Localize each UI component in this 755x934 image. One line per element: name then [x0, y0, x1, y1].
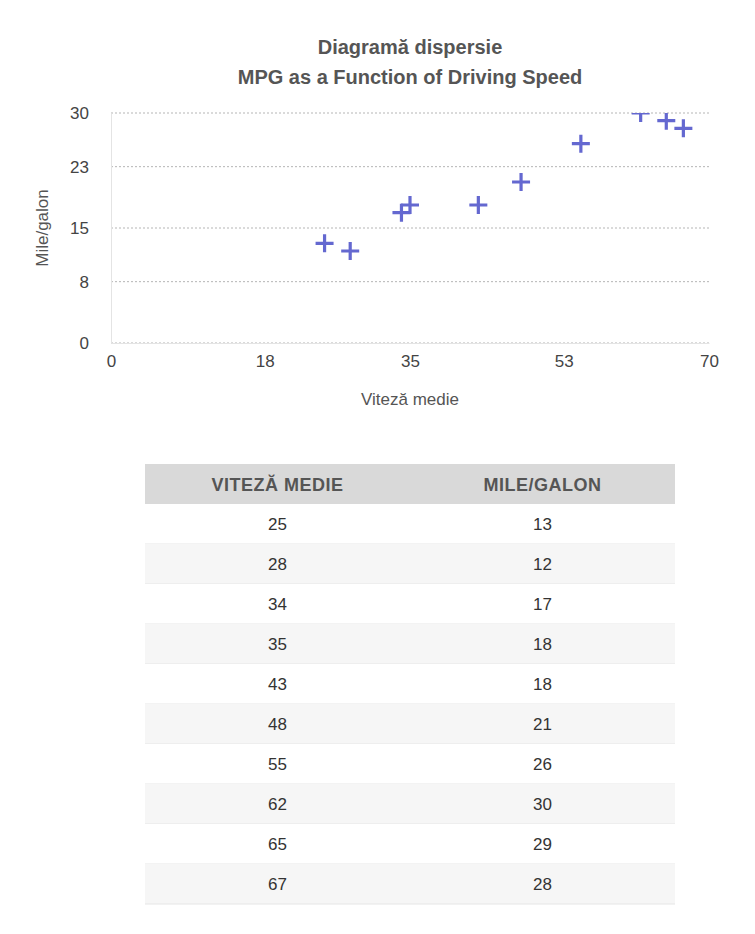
- grid-line: [111, 228, 709, 229]
- table-row-bg: [145, 584, 675, 624]
- y-tick: 0: [80, 334, 111, 353]
- table-cell: 12: [533, 555, 552, 574]
- point: [512, 173, 530, 191]
- x-tick-label: 53: [555, 352, 574, 371]
- table-cell: 26: [533, 755, 552, 774]
- table-cell: 13: [533, 515, 552, 534]
- table-cell: 28: [268, 555, 287, 574]
- grid-line: [111, 113, 709, 114]
- page: Diagramă dispersie MPG as a Function of D…: [0, 0, 755, 934]
- y-tick-label: 0: [80, 334, 89, 353]
- point: [341, 242, 359, 260]
- point: [469, 196, 487, 214]
- y-tick-label: 23: [70, 158, 89, 177]
- y-tick: 30: [70, 104, 111, 123]
- x-tick: 0: [107, 343, 116, 371]
- point: [632, 113, 650, 122]
- table-cell: 21: [533, 715, 552, 734]
- x-tick: 70: [700, 343, 719, 371]
- table-cell: 65: [268, 835, 287, 854]
- table-cell: 18: [533, 675, 552, 694]
- y-tick-label: 15: [70, 219, 89, 238]
- table-cell: 35: [268, 635, 287, 654]
- table-row-bg: [145, 704, 675, 744]
- table-header-cell: MILE/GALON: [484, 475, 602, 495]
- table-row-bg: [145, 744, 675, 784]
- x-tick: 35: [401, 343, 420, 371]
- x-tick-label: 0: [107, 352, 116, 371]
- table-row-bg: [145, 544, 675, 584]
- grid: [111, 113, 709, 343]
- points: [316, 113, 693, 260]
- table-cell: 43: [268, 675, 287, 694]
- table-row-bg: [145, 824, 675, 864]
- y-tick: 8: [80, 273, 111, 292]
- table-row-bg: [145, 864, 675, 904]
- x-tick-label: 70: [700, 352, 719, 371]
- table-cell: 18: [533, 635, 552, 654]
- point: [572, 135, 590, 153]
- x-axis-line: [112, 343, 710, 344]
- y-tick: 23: [70, 158, 111, 177]
- table-cell: 30: [533, 795, 552, 814]
- table-cell: 25: [268, 515, 287, 534]
- chart-subtitle: MPG as a Function of Driving Speed: [238, 66, 582, 88]
- y-axis: 0 8 15 23 30: [70, 104, 111, 353]
- table-cell: 67: [268, 875, 287, 894]
- point: [316, 234, 334, 252]
- table-row-line: [145, 904, 675, 905]
- table-row-bg: [145, 624, 675, 664]
- chart-title: Diagramă dispersie: [318, 36, 503, 58]
- x-axis: 0 18 35 53 70: [107, 343, 719, 371]
- table: VITEZĂ MEDIE MILE/GALON 25 13 28 12 34 17 35 18 43…: [145, 464, 675, 904]
- table-cell: 29: [533, 835, 552, 854]
- grid-line: [111, 281, 709, 282]
- table-row-bg: [145, 664, 675, 704]
- y-tick: 15: [70, 219, 111, 238]
- x-tick: 53: [555, 343, 574, 371]
- x-axis-title: Viteză medie: [361, 390, 459, 409]
- point: [674, 119, 692, 137]
- x-tick: 18: [256, 343, 275, 371]
- grid-line: [111, 166, 709, 167]
- table-header-cell: VITEZĂ MEDIE: [211, 474, 343, 495]
- point: [401, 196, 419, 214]
- x-tick-label: 35: [401, 352, 420, 371]
- grid-line: [111, 343, 709, 344]
- table-row-bg: [145, 504, 675, 544]
- table-cell: 48: [268, 715, 287, 734]
- point: [657, 113, 675, 130]
- y-tick-label: 8: [80, 273, 89, 292]
- y-axis-line: [111, 114, 112, 344]
- table-row-bg: [145, 784, 675, 824]
- y-tick-label: 30: [70, 104, 89, 123]
- table-cell: 28: [533, 875, 552, 894]
- table-cell: 34: [268, 595, 287, 614]
- table-header-bg: [145, 464, 675, 504]
- y-axis-title: Mile/galon: [33, 189, 52, 267]
- table-cell: 55: [268, 755, 287, 774]
- table-cell: 62: [268, 795, 287, 814]
- x-tick-label: 18: [256, 352, 275, 371]
- table-cell: 17: [533, 595, 552, 614]
